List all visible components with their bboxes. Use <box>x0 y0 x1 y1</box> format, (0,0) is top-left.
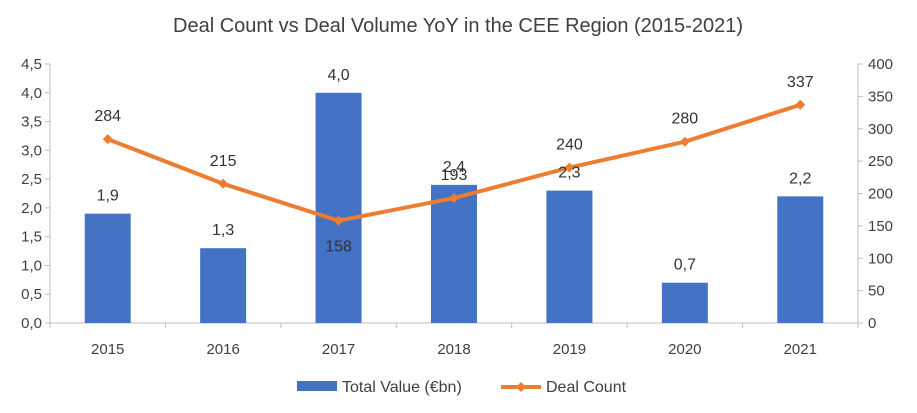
y-right-tick-label: 250 <box>868 153 893 170</box>
line-value-label: 240 <box>556 137 583 154</box>
data-labels: 1,9 1,3 4,0 2,4 2,3 0,7 2,2 284 215 158 193 240 280 3… <box>94 67 813 274</box>
line-point <box>333 215 344 226</box>
line-value-label: 337 <box>787 74 814 91</box>
y-left-tick-label: 3,0 <box>21 142 42 159</box>
y-left-tick-label: 0,0 <box>21 315 42 332</box>
bar <box>546 190 593 323</box>
line-point <box>679 136 690 147</box>
y-right-tick-label: 350 <box>868 88 893 105</box>
bar-value-label: 2,2 <box>789 170 811 187</box>
bar-value-label: 4,0 <box>327 67 349 84</box>
line-value-label: 280 <box>672 111 699 128</box>
bar-value-label: 2,3 <box>558 165 580 182</box>
y-right-tick-label: 100 <box>868 250 893 267</box>
bar <box>431 184 477 323</box>
bar <box>315 92 362 324</box>
bars <box>84 92 824 324</box>
y-right-tick-label: 150 <box>868 218 893 235</box>
y-left-tick-label: 0,5 <box>21 286 42 303</box>
chart-title: Deal Count vs Deal Volume YoY in the CEE… <box>173 15 743 37</box>
line-point <box>102 134 113 145</box>
y-left-tick-label: 4,5 <box>21 56 42 73</box>
line-value-label: 215 <box>210 153 237 170</box>
bar-value-label: 1,9 <box>97 188 119 205</box>
x-tick-label: 2015 <box>91 341 124 358</box>
bar <box>200 248 247 323</box>
x-tick-label: 2020 <box>668 341 701 358</box>
legend-bar-label: Total Value (€bn) <box>342 379 462 396</box>
bar-value-label: 2,4 <box>443 159 465 176</box>
bar <box>777 196 824 323</box>
y-right-tick-label: 0 <box>868 315 876 332</box>
bar <box>661 282 708 323</box>
y-right-tick-label: 50 <box>868 283 885 300</box>
y-right-tick-label: 400 <box>868 56 893 73</box>
line-value-label: 158 <box>325 239 352 256</box>
bar <box>84 213 131 323</box>
line-value-label: 193 <box>441 167 468 184</box>
x-tick-label: 2019 <box>553 341 586 358</box>
y-left-tick-label: 4,0 <box>21 85 42 102</box>
legend-line-marker <box>516 382 526 392</box>
legend-bar-swatch <box>297 381 337 391</box>
y-left-tick-label: 2,5 <box>21 171 42 188</box>
y-right-tick-label: 200 <box>868 186 893 203</box>
line-point <box>564 162 575 173</box>
line-value-label: 284 <box>94 108 121 125</box>
y-left-tick-label: 2,0 <box>21 200 42 217</box>
bar-value-label: 0,7 <box>674 257 696 274</box>
x-tick-label: 2021 <box>784 341 817 358</box>
line-point <box>795 99 806 110</box>
y-right-tick-label: 300 <box>868 121 893 138</box>
y-left-tick-label: 1,5 <box>21 229 42 246</box>
line-point <box>449 193 459 204</box>
x-tick-label: 2018 <box>437 341 470 358</box>
axes: 0,0 0,5 1,0 1,5 2,0 2,5 3,0 3,5 4,0 4,5 0 50 100 150 2… <box>21 56 893 358</box>
legend-line-label: Deal Count <box>546 379 627 396</box>
bar-value-label: 1,3 <box>212 222 234 239</box>
y-left-tick-label: 3,5 <box>21 114 42 131</box>
legend: Total Value (€bn) Deal Count <box>297 379 627 396</box>
line-series <box>102 99 806 226</box>
x-tick-label: 2016 <box>206 341 239 358</box>
y-left-tick-label: 1,0 <box>21 257 42 274</box>
line-point <box>218 178 229 189</box>
x-tick-label: 2017 <box>322 341 355 358</box>
